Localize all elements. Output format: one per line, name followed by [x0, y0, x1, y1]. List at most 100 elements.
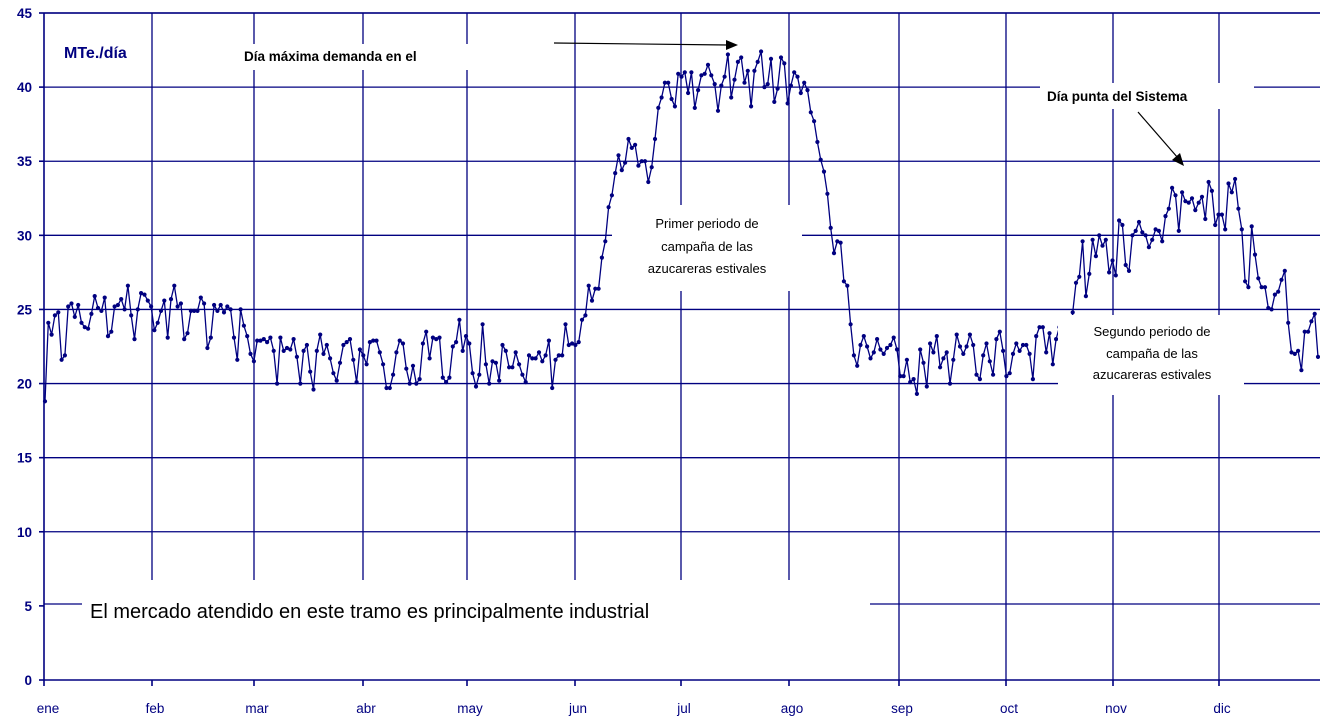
data-point — [1140, 230, 1145, 235]
data-point — [533, 356, 538, 361]
market-note: El mercado atendido en este tramo es pri… — [90, 601, 649, 623]
data-point — [1073, 280, 1079, 285]
data-point — [311, 387, 316, 392]
data-point — [821, 169, 827, 174]
data-point — [875, 337, 880, 342]
data-point — [440, 375, 445, 380]
data-point — [619, 168, 624, 173]
data-point — [172, 283, 177, 288]
data-point — [109, 329, 114, 334]
data-point — [158, 308, 164, 313]
data-point — [1110, 258, 1115, 263]
data-point — [759, 49, 764, 54]
data-point — [1077, 274, 1082, 279]
data-point — [732, 77, 737, 82]
data-point — [818, 157, 823, 162]
data-point — [1080, 239, 1085, 244]
data-point — [815, 139, 820, 145]
data-point — [941, 356, 946, 361]
data-point — [1219, 212, 1224, 217]
data-point — [265, 340, 270, 345]
data-point — [861, 334, 866, 339]
data-point — [957, 344, 963, 349]
data-point — [162, 298, 167, 303]
data-point — [328, 356, 333, 361]
data-point — [841, 279, 847, 284]
data-point — [507, 365, 512, 370]
data-point — [689, 70, 694, 75]
data-point — [938, 365, 943, 370]
data-point — [961, 351, 966, 356]
data-point — [454, 340, 459, 345]
data-point — [1189, 196, 1195, 201]
data-point — [241, 323, 246, 328]
data-point — [225, 304, 230, 309]
y-tick-label-45: 45 — [17, 6, 33, 21]
data-point — [888, 342, 893, 348]
x-tick-label-mar: mar — [245, 701, 269, 716]
data-point — [149, 304, 154, 309]
data-point — [308, 369, 313, 374]
data-point — [288, 347, 293, 352]
data-point — [629, 145, 634, 150]
data-point — [1120, 222, 1125, 228]
data-point — [301, 348, 306, 353]
data-point — [142, 292, 147, 297]
data-point — [1243, 279, 1248, 284]
data-point — [92, 294, 97, 299]
data-point — [457, 317, 462, 322]
data-point — [1180, 190, 1185, 195]
data-point — [361, 353, 366, 358]
data-point — [331, 371, 336, 376]
data-point — [1282, 268, 1287, 273]
data-point — [682, 70, 687, 75]
data-point — [974, 372, 979, 377]
data-point — [371, 338, 376, 343]
data-point — [178, 301, 183, 306]
data-point — [560, 353, 565, 358]
data-point — [291, 337, 296, 342]
data-point — [831, 251, 837, 256]
data-point — [314, 348, 319, 353]
first-campaign-label-background — [612, 205, 802, 291]
data-point — [202, 301, 207, 306]
data-point — [1259, 285, 1264, 290]
market-note-background — [72, 580, 872, 680]
data-point — [725, 52, 731, 57]
data-point — [858, 342, 863, 348]
data-point — [1269, 307, 1274, 312]
data-point — [782, 61, 787, 66]
data-point — [792, 70, 797, 75]
data-point — [1037, 325, 1042, 330]
data-point — [951, 357, 956, 362]
data-point — [400, 341, 406, 346]
data-point — [105, 334, 111, 339]
data-point — [324, 342, 329, 348]
data-point — [550, 385, 555, 391]
data-point — [1107, 270, 1112, 275]
data-point — [1286, 320, 1291, 325]
data-point — [1252, 252, 1258, 257]
data-point — [89, 311, 94, 316]
data-point — [802, 80, 807, 85]
data-point — [911, 377, 916, 382]
data-point — [573, 342, 578, 348]
data-point — [139, 291, 144, 296]
data-point — [374, 338, 379, 343]
data-point — [447, 375, 452, 380]
data-point — [921, 360, 926, 365]
data-point — [679, 74, 684, 79]
data-point — [699, 73, 704, 78]
data-point — [278, 335, 283, 340]
data-point — [1246, 285, 1251, 290]
data-point — [99, 308, 104, 313]
data-point — [994, 337, 999, 342]
data-point — [729, 95, 734, 100]
data-point — [513, 350, 518, 355]
data-point — [205, 345, 210, 351]
data-point — [407, 381, 412, 386]
data-point — [467, 341, 472, 346]
y-axis-unit-label: MTe./día — [64, 45, 127, 62]
x-tick-label-sep: sep — [891, 701, 913, 716]
data-point — [868, 356, 873, 361]
